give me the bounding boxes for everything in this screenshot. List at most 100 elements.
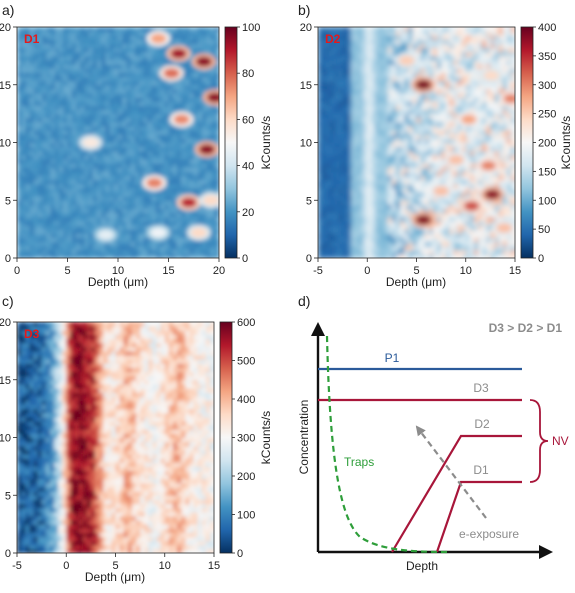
heat-cell: [428, 233, 434, 238]
heat-cell: [84, 101, 90, 106]
heat-cell: [189, 208, 195, 214]
heat-cell: [42, 55, 48, 61]
heat-cell: [71, 105, 77, 111]
heat-cell: [71, 200, 77, 205]
heat-cell: [113, 245, 119, 251]
heat-cell: [350, 97, 356, 102]
heat-cell: [350, 175, 356, 181]
heat-cell: [75, 196, 81, 201]
heat-cell: [189, 179, 195, 185]
heat-cell: [453, 208, 459, 214]
heat-cell: [400, 200, 405, 205]
heat-cell: [147, 237, 153, 243]
heat-cell: [134, 39, 140, 45]
heat-cell: [164, 208, 170, 214]
heat-cell: [432, 208, 438, 214]
heat-cell: [510, 134, 515, 139]
heat-cell: [176, 101, 182, 106]
heat-cell: [176, 233, 182, 238]
heat-cell: [63, 225, 69, 230]
heat-cell: [143, 60, 149, 65]
heat-cell: [383, 216, 389, 222]
heat-cell: [151, 159, 157, 164]
heat-cell: [101, 159, 106, 164]
heat-cell: [21, 159, 27, 164]
heat-cell: [445, 212, 450, 218]
heat-cell: [486, 204, 491, 210]
heat-cell: [84, 60, 90, 65]
heat-cell: [17, 146, 22, 152]
heat-cell: [126, 80, 132, 86]
heat-cell: [17, 154, 22, 160]
heat-cell: [122, 105, 128, 111]
heat-cell: [59, 68, 64, 73]
heat-cell: [139, 27, 144, 32]
heat-cell: [387, 76, 393, 82]
heat-cell: [490, 229, 496, 234]
heat-cell: [29, 130, 35, 135]
heat-cell: [424, 142, 430, 148]
heat-cell: [42, 93, 48, 98]
heat-cell: [21, 105, 27, 111]
heat-cell: [160, 93, 165, 98]
heat-cell: [160, 150, 165, 156]
heat-cell: [210, 109, 216, 115]
heat-cell: [375, 121, 381, 127]
heat-cell: [88, 175, 94, 181]
heat-cell: [330, 105, 336, 111]
heat-cell: [494, 101, 500, 106]
heat-cell: [33, 93, 39, 98]
heat-cell: [126, 241, 132, 247]
heat-cell: [38, 97, 43, 102]
heat-cell: [412, 93, 418, 98]
heat-cell: [92, 84, 98, 90]
heat-cell: [197, 121, 203, 127]
heat-cell: [50, 142, 56, 148]
heat-cell: [126, 179, 132, 185]
heat-cell: [42, 142, 48, 148]
heat-cell: [318, 183, 323, 189]
heat-cell: [151, 200, 157, 205]
heat-cell: [510, 253, 515, 258]
heat-cell: [160, 204, 165, 210]
heat-cell: [84, 88, 90, 94]
heat-cell: [359, 183, 364, 189]
heat-cell: [342, 68, 348, 73]
heat-cell: [197, 117, 203, 123]
heat-cell: [441, 171, 446, 177]
heat-cell: [105, 117, 111, 123]
heat-cell: [101, 249, 106, 255]
heat-cell: [75, 163, 81, 168]
heat-cell: [118, 146, 123, 152]
heat-cell: [193, 51, 199, 57]
heat-cell: [371, 192, 377, 197]
heat-cell: [130, 60, 136, 65]
heat-cell: [25, 31, 31, 36]
heat-cell: [63, 204, 69, 210]
heat-cell: [400, 171, 405, 177]
heat-cell: [395, 142, 401, 148]
heat-cell: [428, 237, 434, 243]
heat-cell: [139, 200, 144, 205]
heat-cell: [71, 192, 77, 197]
heat-cell: [17, 245, 22, 251]
heat-cell: [46, 84, 52, 90]
heat-cell: [17, 241, 22, 247]
heat-cell: [334, 109, 340, 115]
heat-cell: [387, 121, 393, 127]
heat-cell: [193, 150, 199, 156]
heat-cell: [441, 121, 446, 127]
heat-cell: [342, 159, 348, 164]
heat-cell: [130, 138, 136, 144]
heat-cell: [118, 51, 123, 57]
heat-cell: [139, 196, 144, 201]
heat-cell: [445, 196, 450, 201]
heat-cell: [461, 237, 467, 243]
heat-cell: [473, 93, 479, 98]
heat-cell: [181, 68, 186, 73]
heat-cell: [367, 220, 372, 226]
heat-cell: [404, 126, 409, 131]
heat-cell: [473, 101, 479, 106]
heat-cell: [17, 101, 22, 106]
heat-cell: [50, 55, 56, 61]
